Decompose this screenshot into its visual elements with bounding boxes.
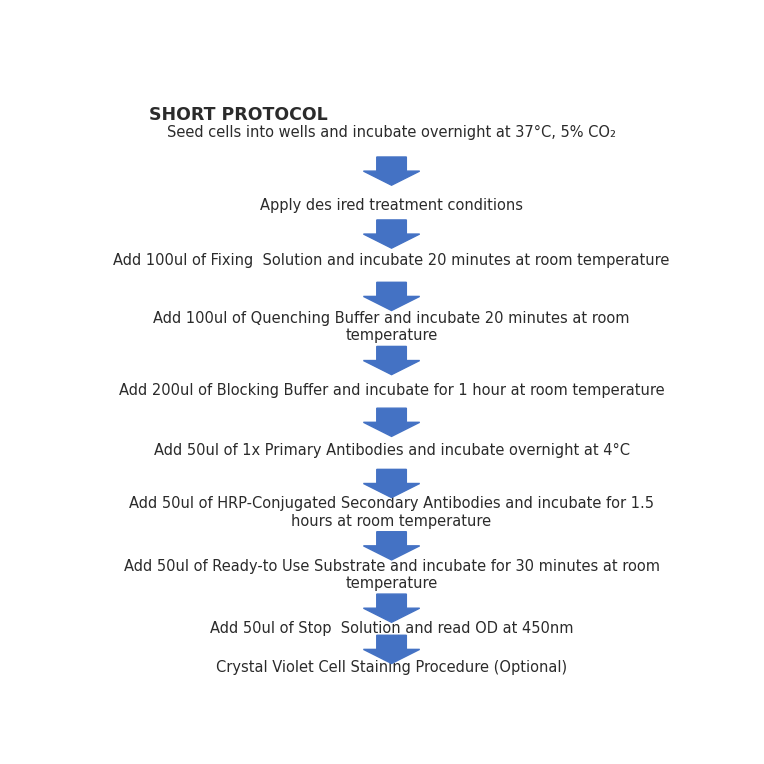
Text: Add 100ul of Fixing  Solution and incubate 20 minutes at room temperature: Add 100ul of Fixing Solution and incubat… <box>113 253 670 268</box>
Polygon shape <box>364 469 419 497</box>
Text: Seed cells into wells and incubate overnight at 37°C, 5% CO₂: Seed cells into wells and incubate overn… <box>167 125 616 141</box>
Polygon shape <box>364 220 419 248</box>
Text: Add 50ul of 1x Primary Antibodies and incubate overnight at 4°C: Add 50ul of 1x Primary Antibodies and in… <box>154 443 630 458</box>
Polygon shape <box>364 157 419 185</box>
Polygon shape <box>364 282 419 310</box>
Text: Add 50ul of Ready-to Use Substrate and incubate for 30 minutes at room
temperatu: Add 50ul of Ready-to Use Substrate and i… <box>124 559 659 591</box>
Polygon shape <box>364 635 419 663</box>
Text: Apply des ired treatment conditions: Apply des ired treatment conditions <box>260 199 523 213</box>
Polygon shape <box>364 346 419 374</box>
Text: Add 50ul of Stop  Solution and read OD at 450nm: Add 50ul of Stop Solution and read OD at… <box>210 620 573 636</box>
Text: SHORT PROTOCOL: SHORT PROTOCOL <box>149 106 328 125</box>
Text: Add 100ul of Quenching Buffer and incubate 20 minutes at room
temperature: Add 100ul of Quenching Buffer and incuba… <box>154 311 630 343</box>
Text: Crystal Violet Cell Staining Procedure (Optional): Crystal Violet Cell Staining Procedure (… <box>216 659 567 675</box>
Text: Add 50ul of HRP-Conjugated Secondary Antibodies and incubate for 1.5
hours at ro: Add 50ul of HRP-Conjugated Secondary Ant… <box>129 496 654 529</box>
Text: Add 200ul of Blocking Buffer and incubate for 1 hour at room temperature: Add 200ul of Blocking Buffer and incubat… <box>118 383 665 398</box>
Polygon shape <box>364 594 419 623</box>
Polygon shape <box>364 408 419 436</box>
Polygon shape <box>364 532 419 560</box>
